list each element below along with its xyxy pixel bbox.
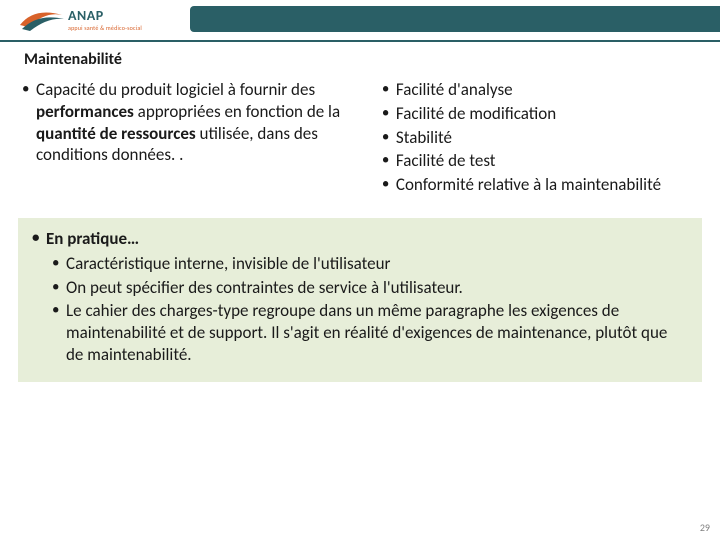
right-bullet-text: Conformité relative à la maintenabilité <box>396 174 698 196</box>
practice-heading: • En pratique… <box>32 228 688 249</box>
bullet-icon: • <box>382 103 396 124</box>
practice-item: •On peut spécifier des contraintes de se… <box>52 277 688 299</box>
left-paragraph: Capacité du produit logiciel à fournir d… <box>36 79 354 166</box>
bullet-icon: • <box>382 174 396 195</box>
bullet-icon: • <box>52 300 66 365</box>
text-run: performances <box>36 101 134 122</box>
practice-item-text: On peut spécifier des contraintes de ser… <box>66 277 688 299</box>
bullet-icon: • <box>382 150 396 171</box>
right-bullet: •Facilité d'analyse <box>382 79 698 101</box>
logo: ANAP appui santé & médico-social <box>18 2 198 36</box>
header-banner <box>190 6 720 32</box>
right-bullet: •Stabilité <box>382 127 698 149</box>
right-bullet: •Facilité de test <box>382 150 698 172</box>
bullet-icon: • <box>52 277 66 299</box>
section-title: Maintenabilité <box>18 50 702 69</box>
logo-sub: appui santé & médico-social <box>68 24 142 32</box>
left-column: • Capacité du produit logiciel à fournir… <box>22 79 354 198</box>
logo-swoosh-icon <box>18 5 66 33</box>
bullet-icon: • <box>32 228 46 249</box>
right-bullet: •Facilité de modification <box>382 103 698 125</box>
right-bullet-text: Facilité de modification <box>396 103 698 125</box>
right-bullet: •Conformité relative à la maintenabilité <box>382 174 698 196</box>
right-column: •Facilité d'analyse•Facilité de modifica… <box>382 79 698 198</box>
page-number: 29 <box>700 521 710 534</box>
right-bullet-text: Stabilité <box>396 127 698 149</box>
logo-text: ANAP appui santé & médico-social <box>68 7 142 32</box>
header-bar: ANAP appui santé & médico-social <box>0 0 720 38</box>
bullet-icon: • <box>382 127 396 148</box>
practice-heading-text: En pratique… <box>46 228 139 249</box>
practice-sub-list: •Caractéristique interne, invisible de l… <box>32 253 688 366</box>
bullet-icon: • <box>52 253 66 275</box>
two-column-area: • Capacité du produit logiciel à fournir… <box>18 79 702 198</box>
practice-item: •Le cahier des charges-type regroupe dan… <box>52 300 688 365</box>
text-run: quantité de ressources <box>36 123 196 144</box>
practice-box: • En pratique… •Caractéristique interne,… <box>18 218 702 382</box>
practice-item-text: Le cahier des charges-type regroupe dans… <box>66 300 688 365</box>
text-run: appropriées en fonction de la <box>134 101 340 122</box>
slide-content: Maintenabilité • Capacité du produit log… <box>0 42 720 382</box>
right-bullet-text: Facilité de test <box>396 150 698 172</box>
right-bullet-text: Facilité d'analyse <box>396 79 698 101</box>
bullet-icon: • <box>382 79 396 100</box>
practice-item-text: Caractéristique interne, invisible de l'… <box>66 253 688 275</box>
logo-main: ANAP <box>68 7 142 24</box>
bullet-icon: • <box>22 79 36 100</box>
practice-item: •Caractéristique interne, invisible de l… <box>52 253 688 275</box>
text-run: Capacité du produit logiciel à fournir d… <box>36 79 315 100</box>
left-bullet: • Capacité du produit logiciel à fournir… <box>22 79 354 166</box>
